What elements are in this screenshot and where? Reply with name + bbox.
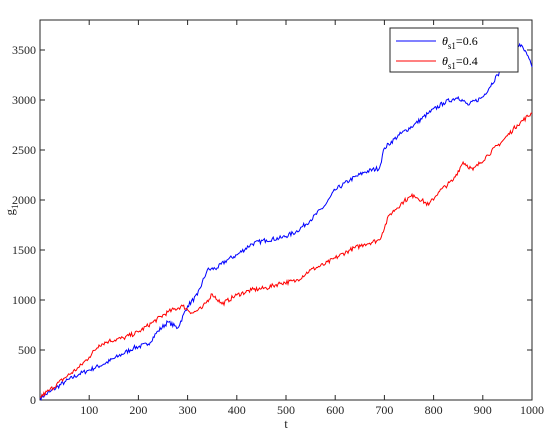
y-tick-label: 1000 [12, 293, 36, 307]
tick-group: 100 200 300 400 500 600 700 800 900 1000 0 500 1000 1… [12, 20, 544, 417]
legend-label: θs1=0.4 [442, 54, 478, 71]
y-tick-label: 500 [18, 343, 36, 357]
legend-label: θs1=0.6 [442, 34, 478, 51]
x-tick-label: 700 [375, 403, 393, 417]
x-tick-label: 300 [179, 403, 197, 417]
plot-area [39, 19, 533, 401]
x-tick-label: 800 [425, 403, 443, 417]
x-axis-label: t [284, 416, 288, 431]
legend: θs1=0.6 θs1=0.4 [389, 27, 519, 73]
y-tick-label: 2000 [12, 193, 36, 207]
y-tick-label: 3000 [12, 93, 36, 107]
series-line-1 [39, 42, 533, 401]
x-tick-label: 900 [474, 403, 492, 417]
x-tick-label: 400 [228, 403, 246, 417]
y-tick-label: 2500 [12, 143, 36, 157]
legend-box [389, 27, 519, 73]
x-tick-label: 500 [277, 403, 295, 417]
y-axis-label-sub: 1 [10, 205, 20, 210]
x-tick-label: 1000 [520, 403, 544, 417]
y-axis-label-main: g [2, 209, 17, 216]
y-tick-label: 1500 [12, 243, 36, 257]
x-tick-label: 600 [326, 403, 344, 417]
y-axis-label: g1 [2, 205, 20, 216]
y-tick-label: 3500 [12, 43, 36, 57]
y-tick-label: 0 [30, 393, 36, 407]
series-group [39, 42, 533, 401]
series-line-2 [39, 112, 533, 398]
x-tick-label: 100 [80, 403, 98, 417]
x-tick-label: 200 [129, 403, 147, 417]
